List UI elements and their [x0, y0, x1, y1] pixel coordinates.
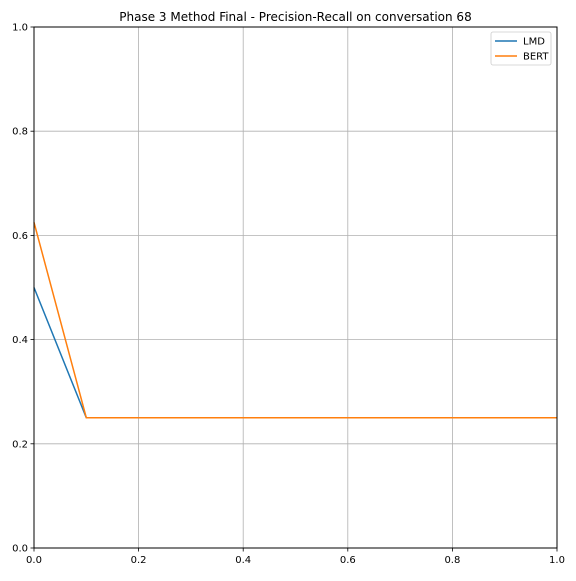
- x-tick-label: 0.6: [340, 555, 356, 566]
- grid-lines: [33, 26, 558, 549]
- chart-title: Phase 3 Method Final - Precision-Recall …: [119, 10, 471, 24]
- series-line-lmd: [33, 287, 557, 419]
- x-tick-label: 0.8: [444, 555, 460, 566]
- x-tick-label: 0.4: [235, 555, 251, 566]
- y-tick-label: 0.0: [12, 544, 28, 555]
- legend-label: LMD: [523, 37, 545, 48]
- series-line-bert: [33, 222, 557, 419]
- legend: LMD BERT: [490, 31, 552, 66]
- y-tick-label: 0.6: [12, 231, 28, 242]
- y-tick-label: 0.2: [12, 439, 28, 450]
- x-tick-label: 1.0: [549, 555, 565, 566]
- series-lines: [33, 222, 557, 419]
- x-tick-label: 0.0: [26, 555, 42, 566]
- plot-frame: [33, 26, 558, 549]
- y-tick-label: 0.4: [12, 335, 28, 346]
- y-axis-ticks: 0.0 0.2 0.4 0.6 0.8 1.0: [12, 23, 34, 555]
- x-tick-label: 0.2: [131, 555, 147, 566]
- y-tick-label: 1.0: [12, 23, 28, 34]
- y-tick-label: 0.8: [12, 127, 28, 138]
- legend-label: BERT: [523, 52, 549, 63]
- x-axis-ticks: 0.0 0.2 0.4 0.6 0.8 1.0: [26, 548, 565, 566]
